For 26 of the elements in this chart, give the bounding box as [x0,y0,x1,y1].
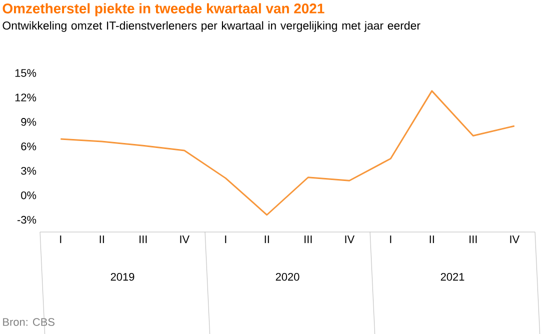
text: 2020 [276,272,300,281]
x-tick-label: IV [510,236,520,244]
y-tick-label: 12% [15,94,36,102]
y-tick-label: 15% [15,69,36,77]
y-tick-label: 3% [21,166,36,175]
x-tick-label: I [60,236,62,244]
chart-subtitle: Ontwikkeling omzet IT-dienstverleners per kwartaal in vergelijking met jaar eerder [2,21,420,32]
x-tick-label: IV [345,236,355,244]
x-tick-label: III [304,236,312,244]
x-tick-label: IV [180,236,190,244]
x-tick-label: III [470,236,477,244]
text: 2019 [110,272,134,281]
y-tick-label: 9% [21,118,36,126]
x-tick-label: III [140,236,147,244]
y-tick-label: 6% [21,142,36,150]
x-tick-label: II [100,236,104,244]
text: Bron: CBS [3,318,54,326]
y-tick-label: -3% [17,216,36,224]
x-tick-label: II [264,236,269,244]
line-series [60,90,516,216]
y-tick-label: 0% [21,191,36,200]
chart-title: Omzetherstel piekte in tweede kwartaal van 2021 [2,3,324,16]
x-tick-label: I [225,236,226,244]
x-tick-label: I [390,236,392,244]
text: 2021 [440,272,464,281]
x-tick-label: II [430,236,434,244]
